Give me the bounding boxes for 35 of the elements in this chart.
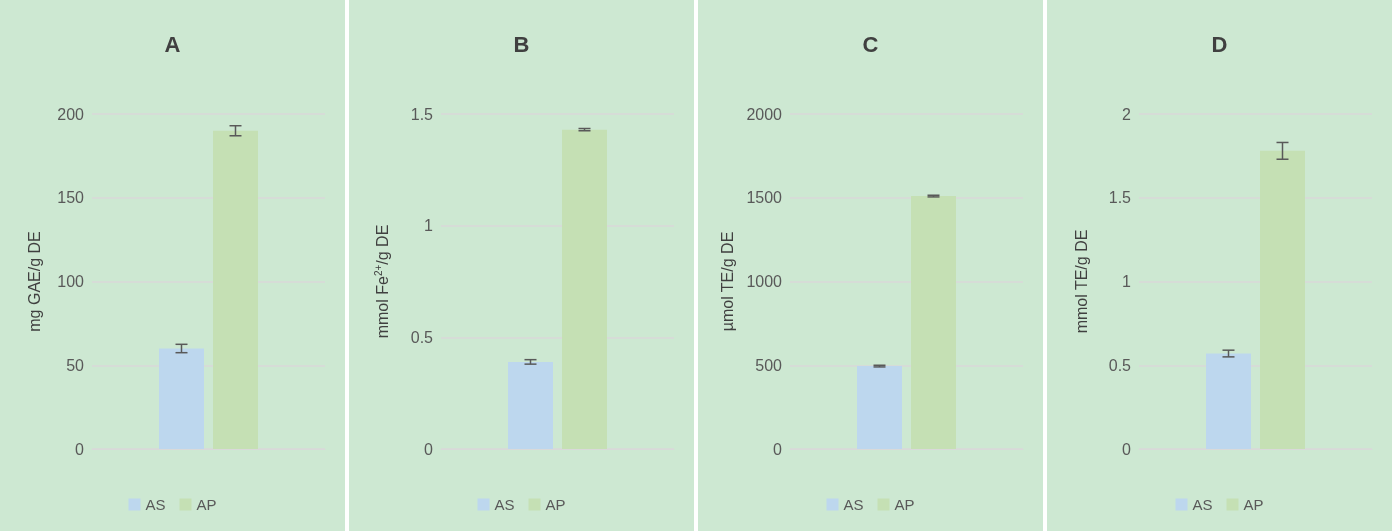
y-tick-label: 0 — [75, 440, 85, 458]
y-tick-label: 0 — [1122, 440, 1132, 458]
y-axis-title: µmol TE/g DE — [719, 231, 737, 332]
chart-title: C — [862, 31, 879, 57]
y-tick-label: 0.5 — [410, 328, 434, 346]
y-tick-label: 500 — [755, 356, 783, 374]
legend-label: AP — [545, 496, 566, 513]
y-tick-label: 1 — [424, 217, 434, 235]
y-tick-label: 100 — [57, 273, 85, 290]
y-tick-label: 200 — [57, 105, 85, 123]
y-axis-title: mg GAE/g DE — [25, 231, 43, 332]
legend-label: AS — [843, 496, 864, 513]
y-tick-label: 2 — [1122, 105, 1132, 123]
legend-label: AS — [145, 496, 166, 513]
y-tick-label: 1000 — [746, 273, 783, 290]
legend-label: AS — [1192, 496, 1213, 513]
y-tick-label: 150 — [57, 189, 85, 207]
y-axis-title: mmol Fe2+/g DE — [372, 224, 391, 339]
y-tick-label: 1.5 — [410, 105, 434, 123]
legend-label: AP — [196, 496, 217, 513]
legend-label: AS — [494, 496, 515, 513]
legend-label: AP — [1243, 496, 1264, 513]
y-tick-label: 0.5 — [1108, 356, 1132, 374]
chart-title: D — [1211, 31, 1228, 57]
y-tick-label: 50 — [66, 356, 85, 374]
y-tick-label: 1500 — [746, 189, 783, 207]
legend-label: AP — [894, 496, 915, 513]
chart-title: B — [513, 31, 530, 57]
y-tick-label: 0 — [424, 440, 434, 458]
chart-title: A — [164, 31, 181, 57]
y-tick-label: 0 — [773, 440, 783, 458]
y-axis-title: mmol TE/g DE — [1072, 229, 1090, 334]
y-tick-label: 1.5 — [1108, 189, 1132, 207]
y-tick-label: 1 — [1122, 273, 1132, 290]
y-tick-label: 2000 — [746, 105, 783, 123]
